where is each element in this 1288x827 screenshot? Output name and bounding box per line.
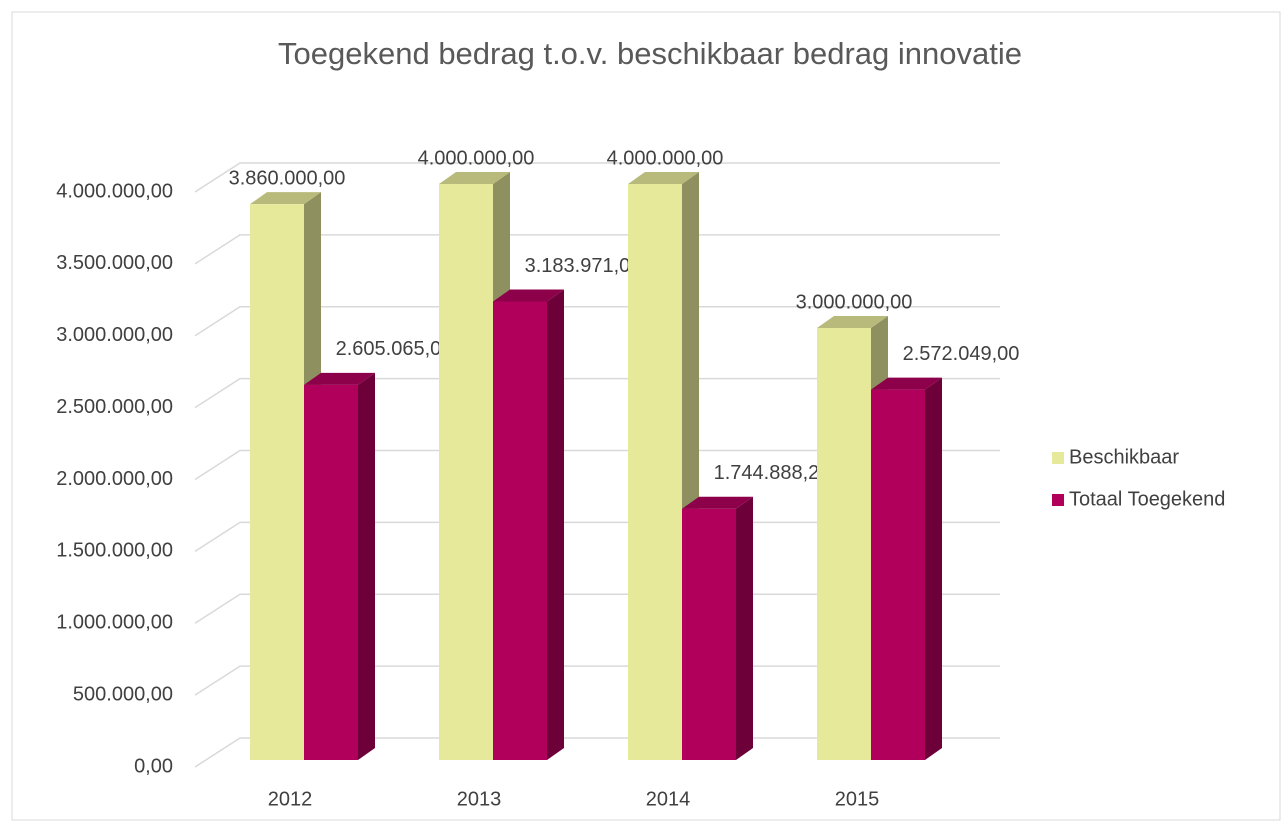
grid-line bbox=[194, 306, 1000, 337]
bar-side bbox=[736, 496, 753, 760]
chart-title: Toegekend bedrag t.o.v. beschikbaar bedr… bbox=[278, 36, 1022, 71]
bar-top bbox=[682, 496, 753, 509]
bar bbox=[304, 372, 375, 760]
data-label: 1.744.888,25 bbox=[714, 462, 831, 484]
legend-swatch bbox=[1052, 452, 1064, 464]
legend-label: Beschikbaar bbox=[1069, 446, 1179, 468]
y-tick-label: 1.000.000,00 bbox=[56, 612, 173, 634]
y-tick-label: 3.500.000,00 bbox=[56, 252, 173, 274]
y-tick-label: 2.000.000,00 bbox=[56, 468, 173, 490]
bar-front bbox=[871, 389, 925, 760]
legend-label: Totaal Toegekend bbox=[1069, 488, 1225, 510]
x-tick-label: 2014 bbox=[646, 788, 691, 810]
bar-front bbox=[439, 184, 493, 760]
bar-top bbox=[304, 372, 375, 385]
bar-side bbox=[925, 377, 942, 760]
data-label: 2.605.065,00 bbox=[336, 338, 453, 360]
bar bbox=[871, 377, 942, 760]
y-tick-label: 500.000,00 bbox=[73, 683, 173, 705]
bar-side bbox=[547, 289, 564, 760]
bar-top bbox=[493, 289, 564, 302]
bar bbox=[493, 289, 564, 760]
legend-swatch bbox=[1052, 494, 1064, 506]
bar-front bbox=[250, 204, 304, 760]
bar-top bbox=[871, 377, 942, 390]
data-label: 3.183.971,00 bbox=[525, 255, 642, 277]
y-tick-label: 2.500.000,00 bbox=[56, 396, 173, 418]
grid-line bbox=[194, 162, 1000, 193]
y-tick-label: 3.000.000,00 bbox=[56, 324, 173, 346]
y-tick-label: 1.500.000,00 bbox=[56, 540, 173, 562]
bar-front bbox=[304, 384, 358, 760]
data-label: 3.860.000,00 bbox=[229, 167, 346, 189]
x-tick-label: 2015 bbox=[835, 788, 880, 810]
data-label: 4.000.000,00 bbox=[607, 147, 724, 169]
y-tick-label: 0,00 bbox=[134, 755, 173, 777]
bar-side bbox=[358, 372, 375, 760]
grid-line bbox=[194, 377, 1000, 409]
data-label: 3.000.000,00 bbox=[796, 291, 913, 313]
bar-top bbox=[628, 172, 699, 184]
bar-front bbox=[493, 301, 547, 760]
y-tick-label: 4.000.000,00 bbox=[56, 180, 173, 202]
bar-top bbox=[817, 316, 888, 328]
x-tick-label: 2012 bbox=[268, 788, 313, 810]
data-label: 2.572.049,00 bbox=[903, 343, 1020, 365]
bar bbox=[682, 496, 753, 760]
grid-line bbox=[194, 449, 1000, 481]
bar-front bbox=[682, 508, 736, 760]
data-label: 4.000.000,00 bbox=[418, 147, 535, 169]
bar-front bbox=[628, 184, 682, 760]
bar-top bbox=[439, 172, 510, 184]
grid-line bbox=[194, 234, 1000, 265]
x-tick-label: 2013 bbox=[457, 788, 502, 810]
bar-top bbox=[250, 192, 321, 205]
bar-front bbox=[817, 328, 871, 760]
